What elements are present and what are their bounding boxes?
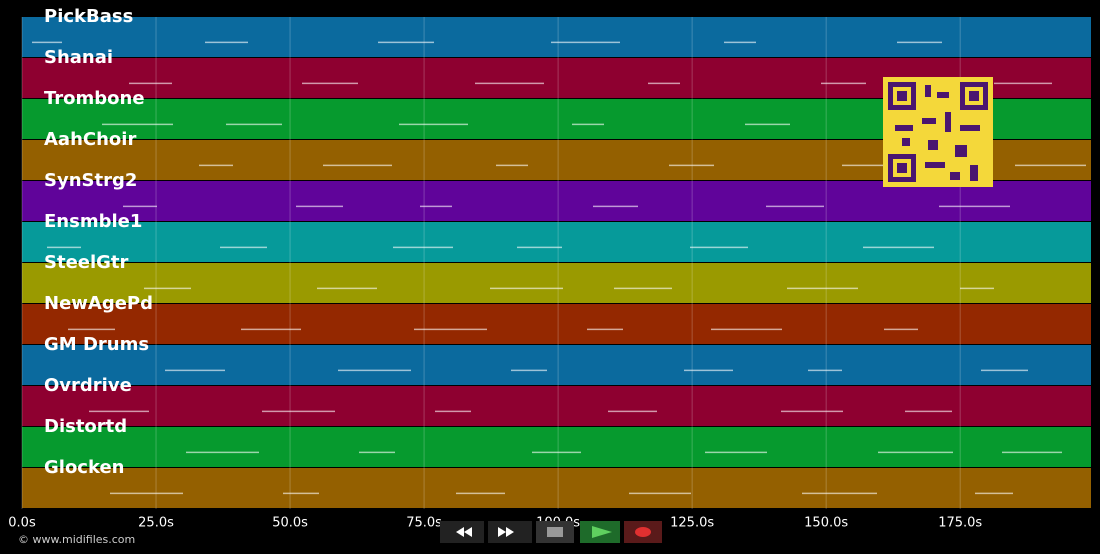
stop-button[interactable] [536, 521, 574, 543]
x-tick-label: 175.0s [938, 516, 982, 531]
track-label: PickBass [44, 6, 133, 27]
rewind-button[interactable] [440, 521, 484, 543]
track-label: GM Drums [44, 334, 149, 355]
play-button[interactable] [580, 521, 620, 543]
track-label: Ovrdrive [44, 375, 132, 396]
track-label: SynStrg2 [44, 170, 137, 191]
x-tick-label: 75.0s [406, 516, 442, 531]
track-label: Shanai [44, 47, 113, 68]
x-tick-label: 25.0s [138, 516, 174, 531]
track-row [22, 386, 1091, 426]
track-row [22, 263, 1091, 303]
track-row [22, 468, 1091, 508]
track-row [22, 345, 1091, 385]
track-label: Distortd [44, 416, 127, 437]
track-row [22, 304, 1091, 344]
track-label: SteelGtr [44, 252, 129, 273]
track-row [22, 181, 1091, 221]
track-label: Glocken [44, 457, 125, 478]
track-label: NewAgePd [44, 293, 153, 314]
x-tick-label: 125.0s [670, 516, 714, 531]
qr-code [883, 77, 993, 187]
record-button[interactable] [624, 521, 662, 543]
x-tick-label: 50.0s [272, 516, 308, 531]
x-tick-label: 150.0s [804, 516, 848, 531]
transport-controls [440, 521, 662, 543]
track-label: Trombone [44, 88, 145, 109]
fast-forward-button[interactable] [488, 521, 532, 543]
copyright: © www.midifiles.com [18, 533, 135, 546]
track-label: Ensmble1 [44, 211, 142, 232]
track-row [22, 17, 1091, 57]
track-row [22, 427, 1091, 467]
track-row [22, 222, 1091, 262]
track-label: AahChoir [44, 129, 136, 150]
x-tick-label: 0.0s [8, 516, 36, 531]
